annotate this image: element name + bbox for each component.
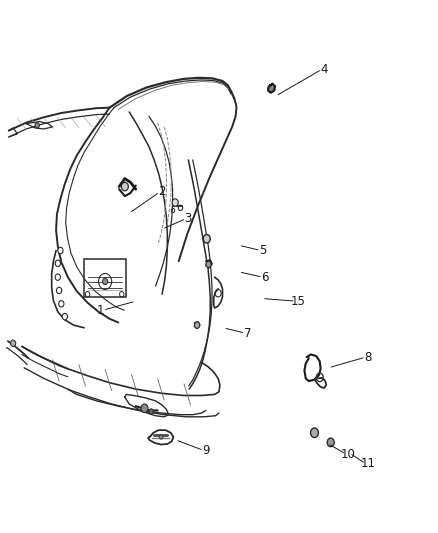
Circle shape	[55, 274, 60, 280]
Text: 7: 7	[244, 327, 251, 340]
Circle shape	[206, 261, 211, 268]
Text: 4: 4	[320, 63, 328, 76]
Circle shape	[203, 235, 210, 243]
Circle shape	[141, 404, 148, 413]
Polygon shape	[268, 84, 275, 93]
Text: 9: 9	[202, 444, 210, 457]
Circle shape	[35, 123, 39, 128]
Circle shape	[102, 278, 108, 285]
Text: 11: 11	[360, 457, 375, 470]
Text: 15: 15	[290, 295, 305, 308]
Text: 5: 5	[259, 244, 266, 257]
Text: 6: 6	[261, 271, 269, 284]
Circle shape	[58, 247, 63, 254]
Circle shape	[59, 301, 64, 307]
Circle shape	[121, 182, 128, 191]
Circle shape	[172, 199, 178, 206]
Text: 1: 1	[97, 304, 105, 317]
Circle shape	[194, 322, 200, 328]
Circle shape	[62, 313, 67, 320]
Text: 3: 3	[185, 212, 192, 225]
Circle shape	[311, 428, 318, 438]
Circle shape	[55, 260, 60, 266]
Text: 2: 2	[158, 185, 166, 198]
Circle shape	[149, 409, 153, 414]
Circle shape	[11, 340, 16, 346]
Circle shape	[159, 435, 163, 439]
Text: 10: 10	[341, 448, 356, 461]
Circle shape	[327, 438, 334, 447]
Circle shape	[57, 287, 62, 294]
Text: 8: 8	[364, 351, 371, 364]
